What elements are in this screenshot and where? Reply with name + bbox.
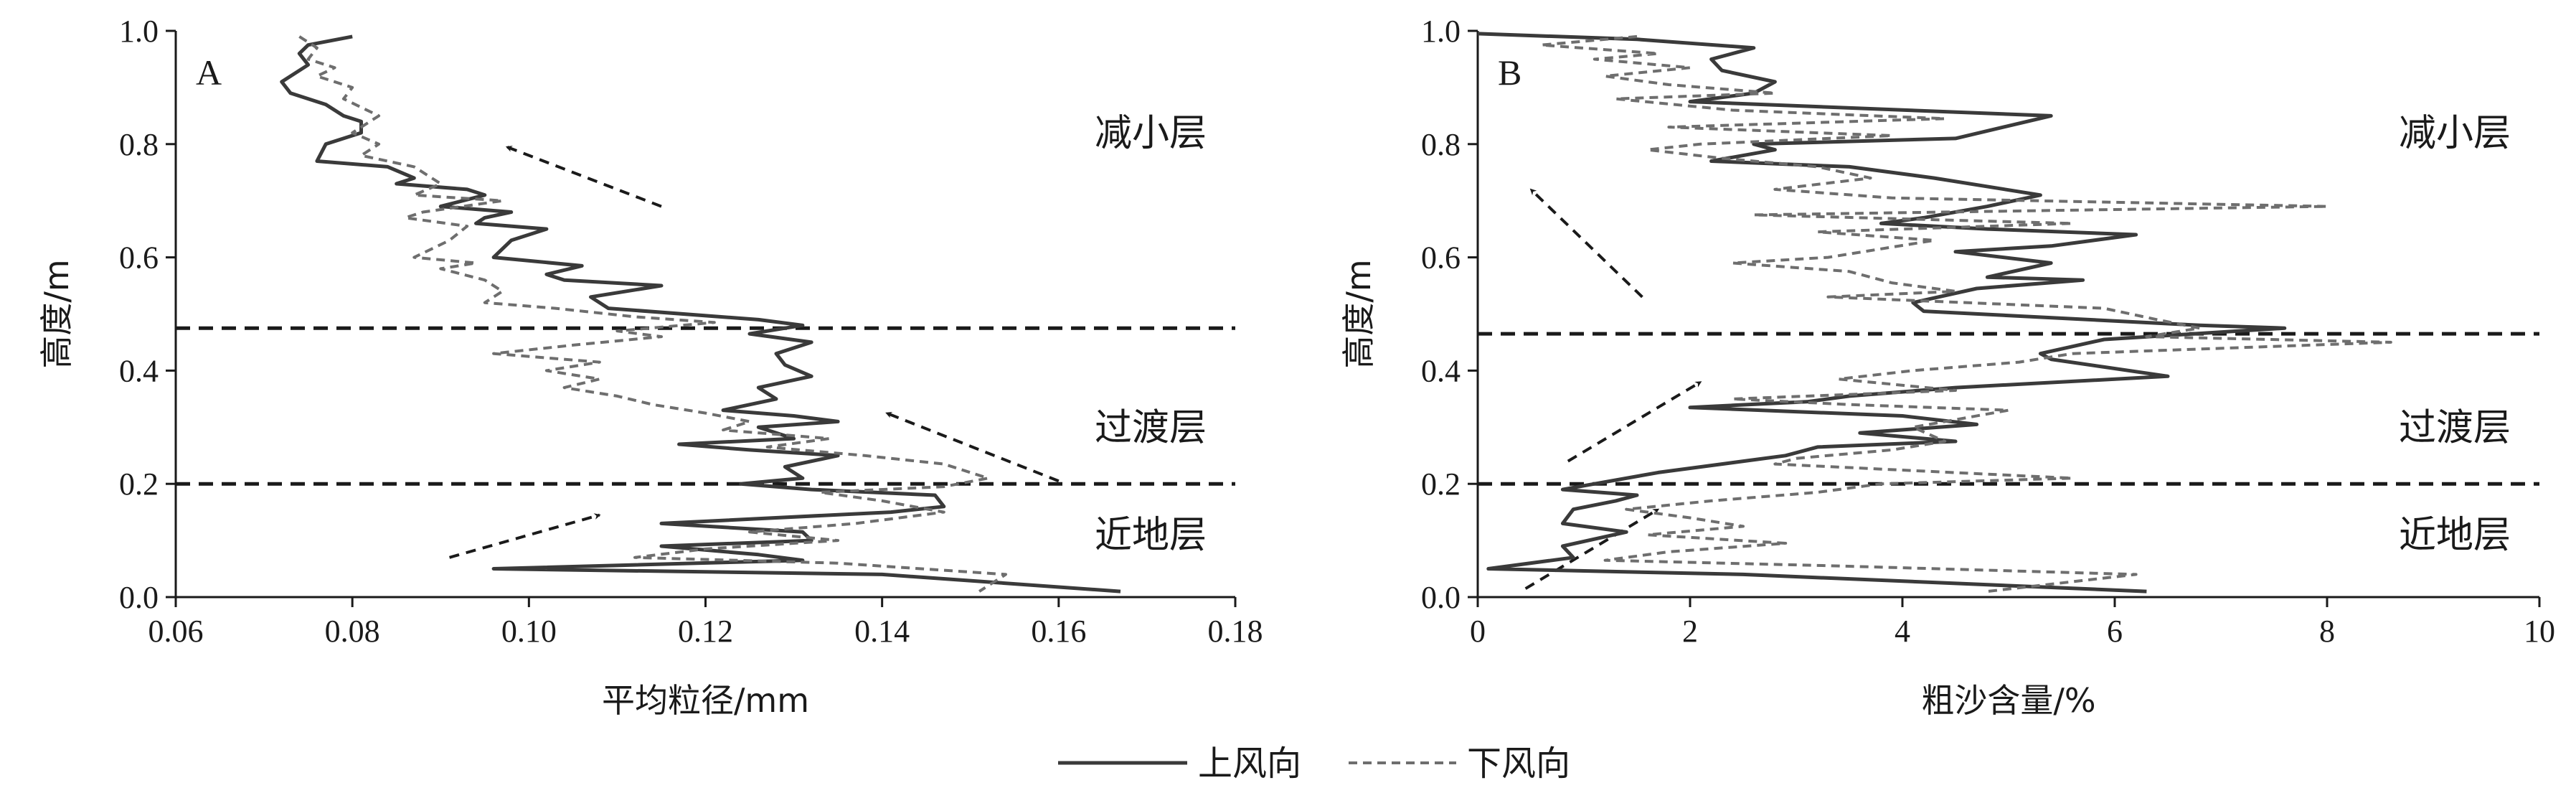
- panel-a-y-tick-label-3: 0.6: [119, 240, 159, 276]
- panel-b-x-tick-label-0: 0: [1470, 614, 1486, 649]
- panel-b-layer-label-1: 过渡层: [2399, 406, 2511, 449]
- panel-b-y-tick-label-3: 0.6: [1421, 240, 1461, 276]
- panel-b-x-tick-label-2: 4: [1895, 614, 1910, 649]
- legend: 上风向 下风向: [1058, 744, 1570, 784]
- panel-b-x-tick-label-4: 8: [2319, 614, 2335, 649]
- panel-a-layer-label-0: 减小层: [1095, 112, 1207, 155]
- panel-b-y-tick-label-5: 1.0: [1421, 14, 1461, 49]
- panel-a-x-tick-label-1: 0.08: [325, 614, 380, 649]
- panel-a: 0.0 0.2 0.4 0.6 0.8 1.0 0.06 0.08 0.10 0.12 0.14 0.…: [37, 14, 1263, 720]
- panel-a-letter: A: [196, 52, 222, 93]
- panel-a-trend-arrow-2: [449, 513, 601, 559]
- panel-b-letter: B: [1498, 52, 1521, 93]
- panel-a-x-tick-label-0: 0.06: [148, 614, 204, 649]
- panel-a-y-tick-label-5: 1.0: [119, 14, 159, 49]
- panel-a-x-tick-label-5: 0.16: [1031, 614, 1086, 649]
- panel-a-y-axis-title: 高度/m: [37, 259, 76, 368]
- panel-b-x-tick-label-1: 2: [1682, 614, 1698, 649]
- panel-b-layer-label-2: 近地层: [2399, 514, 2511, 557]
- panel-b-y-tick-label-4: 0.8: [1421, 127, 1461, 162]
- panel-b-x-tick-label-3: 6: [2107, 614, 2123, 649]
- panel-a-x-tick-label-2: 0.10: [501, 614, 557, 649]
- panel-b-trend-arrow-0: [1529, 188, 1643, 299]
- panel-a-layer-label-1: 过渡层: [1095, 406, 1207, 449]
- panel-b-series-downwind-line: [1539, 34, 2392, 594]
- panel-b-x-tick-label-5: 10: [2524, 614, 2555, 649]
- panel-a-x-tick-label-6: 0.18: [1208, 614, 1263, 649]
- panel-a-layer-label-2: 近地层: [1095, 514, 1207, 557]
- legend-upwind-label: 上风向: [1198, 744, 1301, 784]
- panel-b-y-tick-label-1: 0.2: [1421, 466, 1461, 502]
- panel-b-y-tick-label-0: 0.0: [1421, 580, 1461, 615]
- panel-a-trend-arrow-0: [505, 145, 662, 208]
- panel-a-series-downwind-line: [298, 35, 1007, 593]
- panel-b-y-axis-title: 高度/m: [1339, 259, 1378, 368]
- panel-a-x-tick-label-4: 0.14: [854, 614, 910, 649]
- panel-b-x-axis-title: 粗沙含量/%: [1921, 681, 2095, 720]
- panel-b-series-upwind-line: [1477, 32, 2287, 594]
- panel-a-trend-arrow-1: [885, 411, 1060, 483]
- panel-a-series-upwind-line: [280, 34, 1121, 594]
- panel-b-trend-arrow-2: [1524, 507, 1660, 590]
- panel-a-y-tick-label-0: 0.0: [119, 580, 159, 615]
- panel-b-layer-label-0: 减小层: [2399, 112, 2511, 155]
- panel-a-y-tick-label-4: 0.8: [119, 127, 159, 162]
- panel-b: 0.0 0.2 0.4 0.6 0.8 1.0 0 2 4 6 8 10 粗沙含量/% 高度/m B 减小层过…: [1339, 14, 2555, 720]
- legend-downwind-label: 下风向: [1467, 744, 1570, 784]
- panel-a-x-axis-title: 平均粒径/mm: [602, 681, 809, 720]
- panel-a-x-tick-label-3: 0.12: [678, 614, 733, 649]
- panel-a-y-tick-label-1: 0.2: [119, 466, 159, 502]
- panel-b-y-tick-label-2: 0.4: [1421, 353, 1461, 388]
- panel-b-trend-arrow-1: [1567, 380, 1702, 463]
- panel-a-y-tick-label-2: 0.4: [119, 353, 159, 388]
